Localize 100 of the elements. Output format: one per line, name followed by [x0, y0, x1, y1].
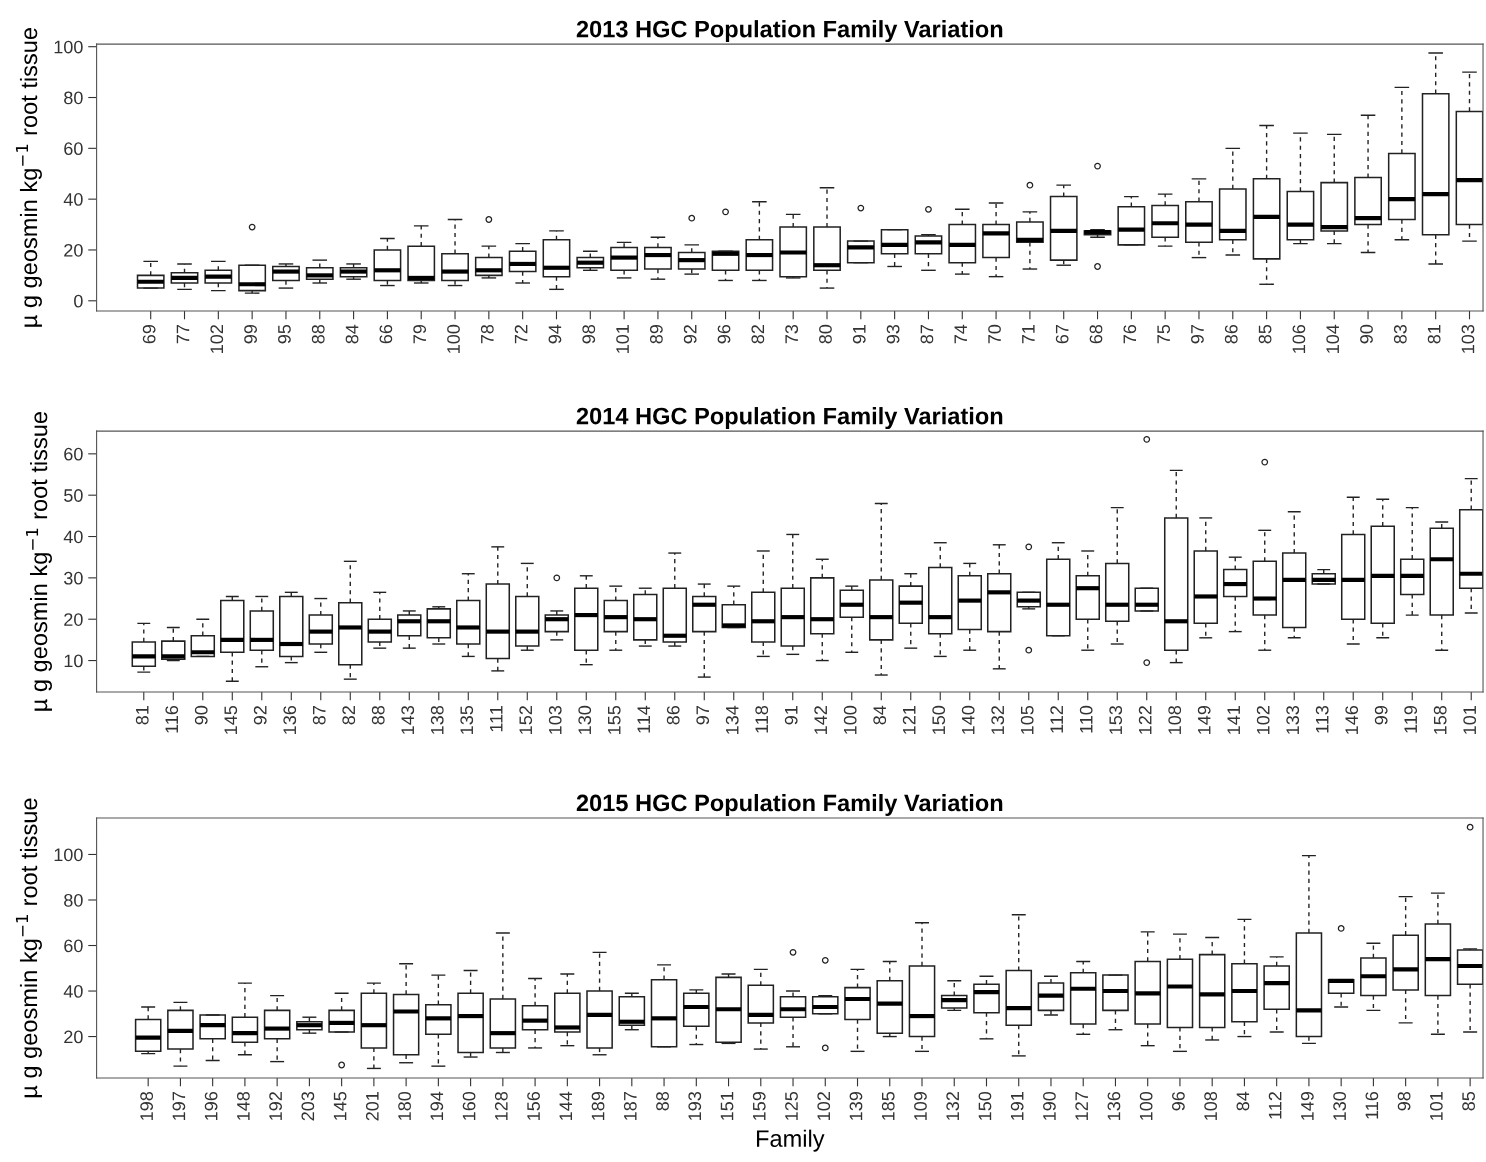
x-tick-label: 185 [881, 1091, 895, 1120]
x-tick-label: 122 [1138, 706, 1152, 734]
x-tick-label: 71 [1022, 325, 1035, 344]
x-tick-label: 201 [365, 1092, 379, 1121]
x-tick-label: 189 [591, 1092, 605, 1120]
x-tick-label: 125 [785, 1091, 798, 1120]
x-tick-label: 79 [413, 325, 427, 344]
x-tick-label: 84 [345, 324, 359, 344]
x-tick-label: 100 [843, 705, 857, 734]
x-tick-label: 158 [1433, 705, 1447, 734]
x-tick-label: 94 [548, 324, 562, 344]
y-tick-label: 60 [64, 939, 83, 953]
x-tick-label: 136 [283, 705, 297, 734]
x-tick-label: 97 [1191, 325, 1204, 344]
x-tick-label: 153 [1109, 705, 1123, 734]
x-tick-label: 74 [954, 324, 967, 344]
x-tick-label: 90 [1360, 324, 1373, 344]
x-tick-label: 91 [852, 325, 866, 344]
x-tick-label: 128 [494, 1091, 508, 1120]
x-tick-label: 91 [784, 706, 798, 725]
x-tick-label: 193 [688, 1091, 702, 1120]
y-tick-label: 10 [64, 654, 83, 668]
x-tick-label: 135 [460, 705, 474, 734]
x-tick-label: 103 [548, 705, 562, 734]
x-tick-label: 180 [398, 1091, 411, 1120]
x-tick-label: 141 [1227, 706, 1240, 734]
x-tick-label: 97 [696, 706, 710, 725]
x-tick-label: 83 [1393, 324, 1407, 344]
x-tick-label: 93 [886, 324, 900, 344]
x-tick-label: 106 [1292, 324, 1306, 353]
x-tick-label: 121 [902, 706, 916, 734]
y-tick-label: 100 [54, 40, 83, 54]
x-tick-label: 67 [1055, 325, 1069, 344]
x-tick-label: 88 [656, 1091, 669, 1111]
x-tick-label: 102 [817, 1092, 831, 1120]
x-tick-label: 85 [1462, 1091, 1475, 1111]
y-tick-label: 30 [64, 571, 83, 585]
x-tick-label: 191 [1010, 1092, 1024, 1120]
x-tick-label: 119 [1404, 706, 1418, 733]
x-tick-label: 140 [961, 705, 975, 734]
x-tick-label: 102 [210, 325, 224, 353]
x-tick-label: 196 [204, 1091, 218, 1120]
x-tick-label: 76 [1123, 324, 1137, 344]
x-tick-label: 116 [165, 705, 179, 733]
x-tick-label: 138 [430, 705, 444, 734]
x-tick-label: 136 [1107, 1091, 1121, 1120]
x-tick-label: 203 [301, 1091, 315, 1121]
x-tick-label: 146 [1345, 705, 1359, 734]
y-tick-label: 40 [63, 530, 83, 544]
chart-title: 2014 HGC Population Family Variation [576, 407, 1003, 430]
x-tick-label: 127 [1075, 1092, 1088, 1120]
y-tick-label: 0 [74, 294, 83, 308]
x-tick-label: 86 [1224, 324, 1238, 344]
x-tick-label: 100 [447, 324, 460, 353]
x-tick-label: 84 [873, 705, 887, 725]
x-tick-label: 145 [224, 705, 238, 734]
x-tick-label: 192 [269, 1092, 282, 1120]
x-tick-label: 108 [1168, 705, 1182, 734]
chart-title: 2015 HGC Population Family Variation [576, 793, 1003, 816]
y-tick-label: 80 [64, 893, 83, 907]
x-tick-label: 77 [176, 325, 190, 344]
x-tick-label: 85 [1258, 324, 1272, 344]
x-tick-label: 151 [720, 1092, 734, 1120]
x-tick-label: 75 [1157, 324, 1171, 344]
x-tick-label: 92 [253, 706, 267, 725]
x-tick-label: 139 [849, 1092, 863, 1120]
x-tick-label: 142 [814, 706, 827, 734]
x-tick-label: 98 [582, 324, 596, 344]
x-tick-label: 68 [1089, 324, 1103, 344]
x-tick-label: 190 [1043, 1091, 1056, 1120]
x-tick-label: 80 [819, 324, 832, 344]
x-tick-label: 87 [920, 325, 934, 344]
x-tick-label: 99 [1374, 706, 1388, 725]
x-tick-label: 143 [401, 705, 415, 734]
x-tick-label: 88 [371, 705, 385, 725]
y-tick-label: 60 [64, 142, 83, 156]
x-tick-label: 159 [752, 1092, 766, 1120]
x-tick-label: 69 [142, 325, 156, 344]
x-tick-label: 118 [755, 705, 769, 733]
x-tick-label: 134 [725, 705, 739, 734]
x-tick-label: 103 [1461, 324, 1475, 353]
x-tick-label: 81 [135, 706, 149, 725]
x-axis-title: Family [756, 1129, 825, 1152]
y-tick-label: 80 [64, 91, 83, 105]
x-tick-label: 130 [1333, 1091, 1347, 1120]
x-tick-label: 104 [1326, 324, 1340, 353]
x-tick-label: 86 [666, 705, 680, 725]
x-tick-label: 102 [1256, 706, 1270, 734]
y-tick-label: 40 [63, 193, 83, 206]
x-tick-label: 130 [578, 705, 592, 734]
x-tick-label: 160 [462, 1091, 476, 1120]
x-tick-label: 88 [311, 324, 325, 344]
y-tick-label: 60 [64, 447, 83, 461]
x-tick-label: 114 [637, 705, 650, 733]
x-tick-label: 100 [1139, 1091, 1153, 1120]
x-tick-label: 108 [1204, 1091, 1218, 1120]
x-tick-label: 90 [194, 705, 208, 725]
x-tick-label: 149 [1300, 1092, 1314, 1120]
x-tick-label: 187 [623, 1092, 637, 1120]
x-tick-label: 145 [333, 1091, 347, 1120]
